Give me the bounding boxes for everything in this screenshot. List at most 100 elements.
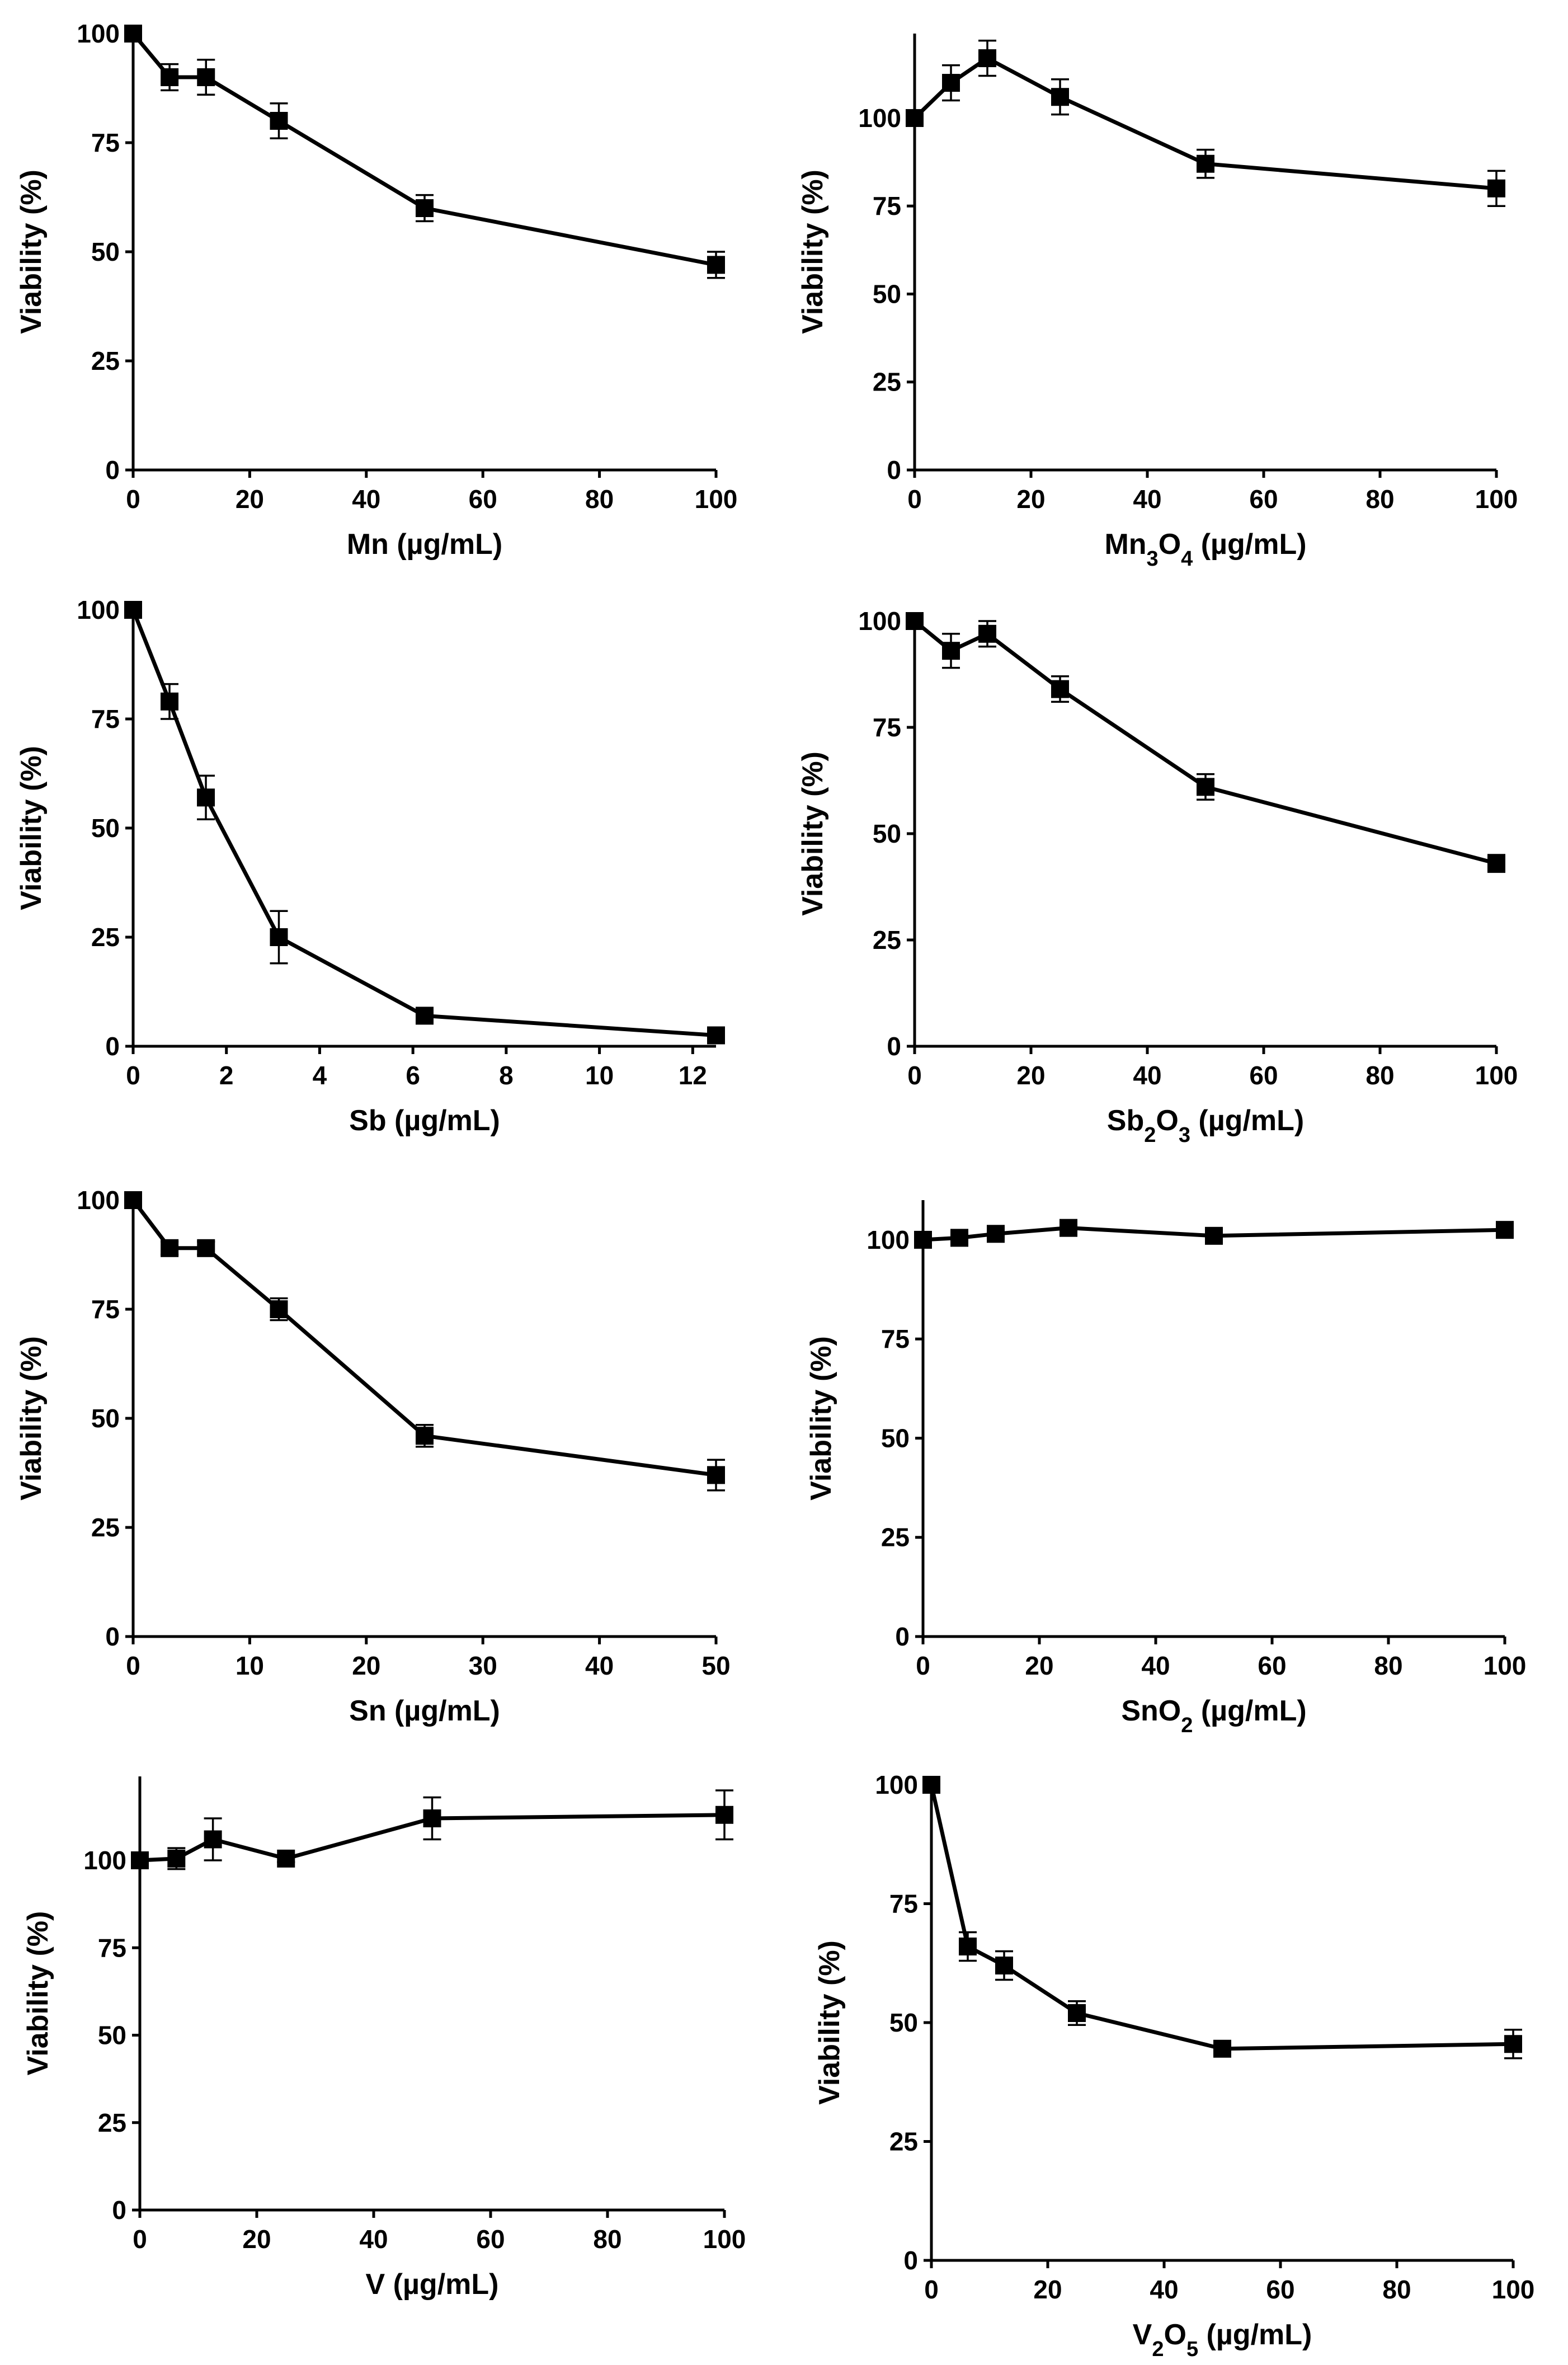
x-axis-title-subscript: 2 [1152,2338,1164,2361]
y-axis-title: Viability (%) [797,751,829,916]
x-tick-label: 40 [585,1651,614,1680]
y-tick-label: 50 [873,819,901,848]
x-axis-title-subscript: 2 [1181,1714,1193,1737]
chart-panel-4: 0 25 50 75 100 0 20 40 60 80 100 Viability (%) Sb2O3… [797,606,1518,1147]
y-tick-label: 100 [83,1846,126,1875]
x-tick-label: 0 [907,1061,922,1090]
y-tick-label: 100 [875,1770,918,1799]
data-point-marker [416,199,434,217]
y-tick-label: 25 [98,2108,126,2137]
x-axis-title-subscript: 2 [1144,1123,1156,1147]
chart-panel-1: 0 25 50 75 100 0 20 40 60 80 100 Viability (%) Mn (µ… [15,19,737,561]
x-axis-title: Sb2O3 (µg/mL) [1107,1104,1304,1147]
x-tick-label: 40 [1133,485,1161,514]
data-point-marker [942,642,960,660]
x-tick-label: 60 [469,485,497,514]
x-tick-label: 20 [1016,485,1045,514]
x-axis-title: Sb (µg/mL) [349,1104,500,1137]
x-tick-label: 40 [1141,1651,1170,1680]
x-tick-label: 60 [1249,1061,1278,1090]
y-tick-label: 25 [91,923,120,952]
x-axis-title-base: V [366,2268,385,2301]
data-point-marker [1504,2035,1522,2053]
data-point-marker [131,1851,149,1869]
y-tick-label: 75 [91,1295,120,1324]
x-tick-label: 4 [313,1061,327,1090]
data-point-marker [1051,680,1069,698]
x-tick-label: 8 [499,1061,514,1090]
x-tick-label: 100 [1475,1061,1518,1090]
x-tick-label: 80 [1365,1061,1394,1090]
x-tick-label: 40 [359,2225,388,2254]
y-tick-label: 75 [873,713,901,742]
x-tick-label: 12 [679,1061,707,1090]
x-axis-title-base: Sn [349,1695,386,1727]
y-tick-label: 0 [887,455,901,485]
series-line [929,1784,1514,2051]
x-tick-label: 20 [242,2225,271,2254]
y-tick-label: 25 [873,368,901,397]
y-axis-title: Viability (%) [15,170,48,334]
x-tick-label: 2 [219,1061,234,1090]
x-tick-label: 10 [236,1651,264,1680]
data-point-marker [1060,1219,1077,1237]
y-tick-label: 75 [91,128,120,157]
data-point-marker [124,25,142,43]
x-tick-label: 60 [1249,485,1278,514]
y-tick-label: 50 [91,814,120,843]
y-tick-label: 0 [105,1622,120,1651]
y-tick-label: 0 [112,2195,126,2225]
x-axis-title-unit: (µg/mL) [1190,1104,1304,1137]
x-axis-title-base: Sb [349,1104,386,1137]
x-axis-title-base: O [1156,1104,1178,1137]
x-tick-label: 60 [1258,1651,1286,1680]
x-axis-title: Mn (µg/mL) [347,528,502,561]
x-tick-label: 0 [133,2225,147,2254]
y-tick-label: 50 [91,1404,120,1433]
x-tick-label: 100 [1475,485,1518,514]
x-axis-title-unit: (µg/mL) [1193,528,1306,561]
chart-panel-5: 0 25 50 75 100 0 10 20 30 40 50 Viability (%) Sn (µg… [15,1186,731,1727]
x-axis-title-subscript: 3 [1147,547,1159,571]
data-point-marker [197,788,215,807]
x-axis-title-unit: (µg/mL) [389,528,502,561]
data-point-marker [197,1239,215,1257]
x-tick-label: 20 [1033,2275,1062,2304]
data-point-marker [161,692,179,711]
y-tick-label: 75 [91,704,120,734]
y-axis-title: Viability (%) [22,1911,54,2076]
chart-panel-6: 0 25 50 75 100 0 20 40 60 80 100 Viability (%) SnO2 … [805,1200,1526,1737]
data-point-marker [715,1806,733,1824]
y-tick-label: 25 [91,1513,120,1542]
series-line [131,609,717,1037]
data-point-marker [707,1466,725,1484]
y-tick-label: 0 [105,1032,120,1061]
data-point-marker [978,49,996,68]
x-axis-title-base: Mn [347,528,389,561]
y-tick-label: 50 [91,237,120,266]
x-axis-title: Sn (µg/mL) [349,1695,500,1727]
y-tick-label: 100 [77,19,120,48]
x-tick-label: 20 [1025,1651,1053,1680]
y-tick-label: 25 [91,346,120,375]
data-point-marker [270,112,288,130]
y-tick-label: 25 [889,2127,918,2156]
x-tick-label: 0 [126,485,140,514]
y-tick-label: 75 [889,1889,918,1919]
x-tick-label: 6 [406,1061,420,1090]
data-point-marker [277,1849,295,1868]
y-tick-label: 100 [858,104,901,133]
x-axis-title: V (µg/mL) [366,2268,499,2301]
data-point-marker [1487,854,1505,873]
x-tick-label: 40 [1150,2275,1178,2304]
y-tick-label: 75 [873,191,901,220]
x-tick-label: 60 [476,2225,505,2254]
x-tick-label: 20 [1016,1061,1045,1090]
data-point-marker [204,1830,222,1849]
data-point-marker [978,624,996,643]
data-point-marker [1197,154,1214,173]
x-tick-label: 100 [695,485,738,514]
x-axis-title-unit: (µg/mL) [387,1695,500,1727]
data-point-marker [124,1191,142,1209]
y-tick-label: 0 [903,2246,918,2275]
